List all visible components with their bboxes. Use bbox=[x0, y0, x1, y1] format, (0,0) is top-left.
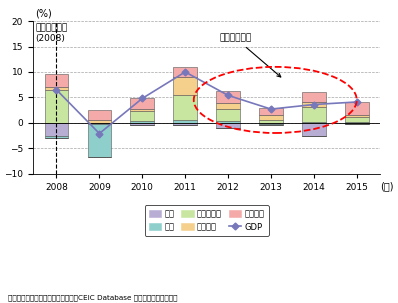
Bar bbox=[88, 124, 111, 158]
Text: (2008): (2008) bbox=[35, 34, 65, 43]
Bar bbox=[345, 122, 369, 123]
Bar bbox=[45, 90, 68, 123]
Text: 原油価格低迷: 原油価格低迷 bbox=[219, 34, 281, 77]
Text: 資料：サウジアラビア経済計画省、CEIC Database から経済産業省作成。: 資料：サウジアラビア経済計画省、CEIC Database から経済産業省作成。 bbox=[8, 295, 178, 301]
Bar bbox=[131, 123, 154, 125]
Bar bbox=[302, 92, 326, 102]
GDP bbox=[140, 97, 144, 100]
Bar bbox=[45, 123, 68, 135]
Line: GDP: GDP bbox=[54, 69, 359, 136]
GDP bbox=[312, 103, 316, 106]
Bar bbox=[216, 123, 240, 128]
Bar bbox=[131, 98, 154, 108]
Bar bbox=[259, 123, 283, 124]
Bar bbox=[174, 67, 197, 77]
Bar bbox=[88, 120, 111, 123]
Bar bbox=[131, 108, 154, 111]
Bar bbox=[216, 108, 240, 121]
Text: 世界経済危機: 世界経済危機 bbox=[35, 24, 67, 33]
Bar bbox=[131, 111, 154, 121]
Text: (年): (年) bbox=[380, 181, 394, 191]
Bar bbox=[174, 95, 197, 120]
Bar bbox=[45, 75, 68, 87]
GDP bbox=[269, 107, 273, 111]
Bar bbox=[216, 104, 240, 108]
Bar bbox=[259, 124, 283, 125]
Bar bbox=[45, 87, 68, 90]
Bar bbox=[302, 102, 326, 107]
Text: (%): (%) bbox=[35, 8, 52, 18]
Legend: 輸入, 輸出, 総資本形成, 政府消費, 個人消費, GDP: 輸入, 輸出, 総資本形成, 政府消費, 個人消費, GDP bbox=[144, 205, 269, 236]
Bar bbox=[88, 110, 111, 120]
GDP bbox=[354, 100, 359, 104]
Bar bbox=[174, 77, 197, 95]
Bar bbox=[174, 120, 197, 123]
Bar bbox=[216, 121, 240, 123]
Bar bbox=[131, 121, 154, 123]
Bar bbox=[88, 123, 111, 124]
Bar bbox=[302, 122, 326, 123]
Bar bbox=[259, 120, 283, 123]
Bar bbox=[302, 123, 326, 135]
Bar bbox=[345, 117, 369, 122]
Bar bbox=[259, 108, 283, 115]
Bar bbox=[174, 123, 197, 125]
GDP bbox=[226, 94, 230, 97]
Bar bbox=[259, 115, 283, 120]
GDP bbox=[97, 132, 102, 135]
GDP bbox=[183, 70, 187, 74]
Bar bbox=[45, 135, 68, 138]
Bar bbox=[345, 115, 369, 117]
Bar bbox=[216, 91, 240, 104]
Bar bbox=[302, 107, 326, 122]
GDP bbox=[54, 88, 59, 92]
Bar bbox=[345, 102, 369, 115]
Bar bbox=[345, 123, 369, 124]
